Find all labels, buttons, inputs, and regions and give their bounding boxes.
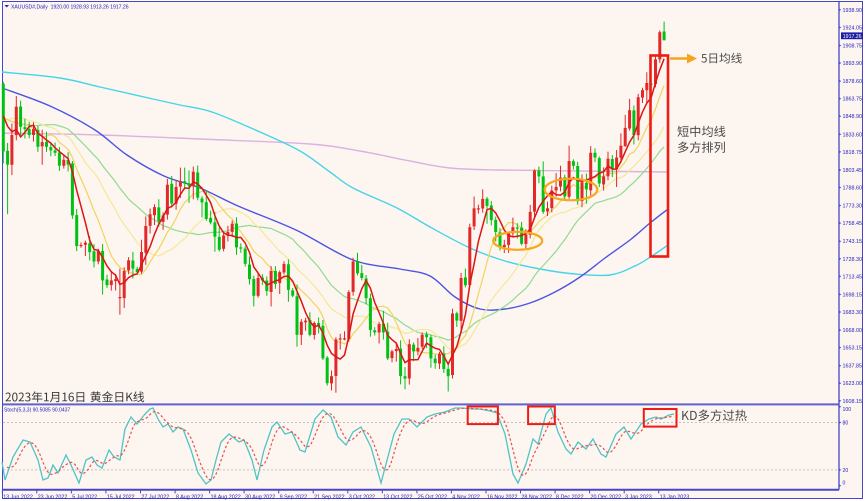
svg-text:1908.75: 1908.75 (843, 44, 863, 50)
svg-text:100: 100 (843, 407, 852, 413)
svg-text:20: 20 (843, 468, 849, 474)
svg-text:1803.45: 1803.45 (843, 168, 863, 174)
svg-text:1728.30: 1728.30 (843, 257, 863, 263)
svg-text:23 Jun 2022: 23 Jun 2022 (38, 494, 68, 500)
svg-text:20 Dec 2022: 20 Dec 2022 (591, 494, 622, 500)
svg-text:15 Jul 2022: 15 Jul 2022 (107, 494, 135, 500)
svg-text:27 Jul 2022: 27 Jul 2022 (141, 494, 169, 500)
svg-text:1683.30: 1683.30 (843, 310, 863, 316)
svg-text:18 Aug 2022: 18 Aug 2022 (211, 494, 241, 500)
svg-text:25 Oct 2022: 25 Oct 2022 (418, 494, 447, 500)
svg-text:1788.60: 1788.60 (843, 186, 863, 192)
svg-text:1833.60: 1833.60 (843, 132, 863, 138)
svg-text:1637.85: 1637.85 (843, 364, 863, 370)
svg-text:1698.15: 1698.15 (843, 292, 863, 298)
svg-text:1917.26: 1917.26 (843, 34, 862, 40)
svg-text:1668.00: 1668.00 (843, 328, 863, 334)
svg-text:3 Oct 2022: 3 Oct 2022 (349, 494, 375, 500)
svg-text:1863.75: 1863.75 (843, 97, 863, 103)
svg-text:1758.45: 1758.45 (843, 221, 863, 227)
svg-text:13 Oct 2022: 13 Oct 2022 (383, 494, 412, 500)
svg-text:9 Sep 2022: 9 Sep 2022 (280, 494, 308, 500)
svg-text:1878.60: 1878.60 (843, 79, 863, 85)
svg-text:1653.15: 1653.15 (843, 346, 863, 352)
svg-text:1623.00: 1623.00 (843, 381, 863, 387)
svg-text:4 Nov 2022: 4 Nov 2022 (452, 494, 480, 500)
svg-text:21 Sep 2022: 21 Sep 2022 (314, 494, 345, 500)
svg-text:1818.75: 1818.75 (843, 150, 863, 156)
svg-text:30 Aug 2022: 30 Aug 2022 (245, 494, 275, 500)
svg-text:1938.90: 1938.90 (843, 8, 863, 14)
svg-text:1608.15: 1608.15 (843, 399, 863, 405)
svg-text:1713.45: 1713.45 (843, 274, 863, 280)
svg-text:5 Jul 2022: 5 Jul 2022 (72, 494, 97, 500)
svg-text:3 Jan 2023: 3 Jan 2023 (625, 494, 652, 500)
svg-text:1773.30: 1773.30 (843, 204, 863, 210)
svg-text:13 Jan 2023: 13 Jan 2023 (660, 494, 690, 500)
svg-text:Stoch(5,3,3) 90.5085 90.0437: Stoch(5,3,3) 90.5085 90.0437 (4, 407, 70, 413)
svg-text:8 Aug 2022: 8 Aug 2022 (176, 494, 203, 500)
svg-text:1848.90: 1848.90 (843, 114, 863, 120)
svg-text:13 Jun 2022: 13 Jun 2022 (3, 494, 33, 500)
svg-text:8 Dec 2022: 8 Dec 2022 (556, 494, 584, 500)
svg-text:1743.15: 1743.15 (843, 239, 863, 245)
svg-text:0: 0 (843, 480, 846, 486)
svg-text:1924.05: 1924.05 (843, 25, 863, 31)
svg-text:XAUUSD#,Daily 1920.00 1928.93: XAUUSD#,Daily 1920.00 1928.93 1913.26 19… (11, 5, 129, 11)
svg-text:16 Nov 2022: 16 Nov 2022 (487, 494, 518, 500)
svg-text:80: 80 (843, 420, 849, 426)
svg-text:1893.90: 1893.90 (843, 61, 863, 67)
svg-text:28 Nov 2022: 28 Nov 2022 (521, 494, 552, 500)
